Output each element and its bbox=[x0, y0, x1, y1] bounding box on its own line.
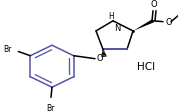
Text: O: O bbox=[97, 54, 103, 63]
Polygon shape bbox=[133, 20, 154, 32]
Text: H: H bbox=[108, 12, 114, 21]
Text: N: N bbox=[114, 23, 120, 32]
Text: HCl: HCl bbox=[137, 62, 155, 72]
Text: O: O bbox=[151, 0, 157, 9]
Text: Br: Br bbox=[3, 45, 11, 54]
Text: O: O bbox=[166, 18, 173, 27]
Text: Br: Br bbox=[46, 103, 54, 112]
